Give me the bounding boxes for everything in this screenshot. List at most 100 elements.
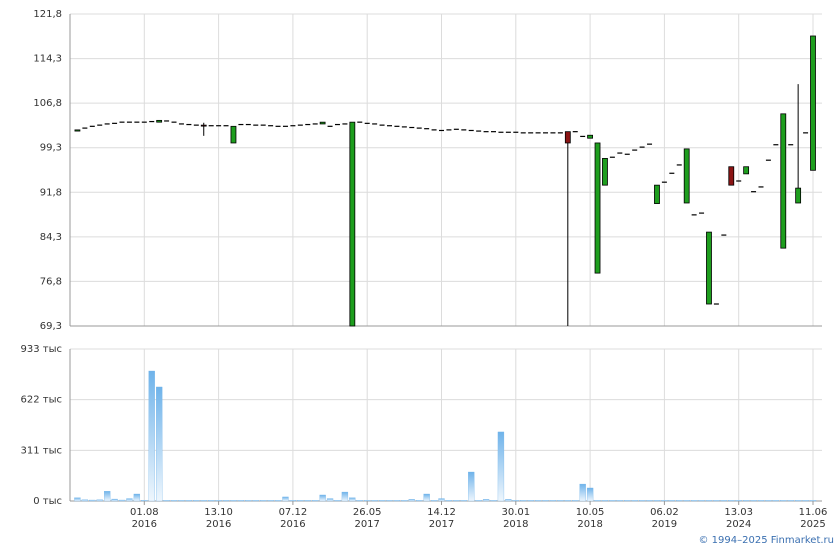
y-tick-label: 0 тыс bbox=[33, 496, 62, 507]
volume-bar bbox=[364, 500, 371, 502]
volume-bar bbox=[609, 500, 616, 502]
volume-bar bbox=[371, 500, 378, 502]
volume-bar bbox=[542, 500, 549, 502]
volume-bar bbox=[557, 500, 564, 502]
volume-bar bbox=[594, 500, 601, 502]
volume-bar bbox=[319, 494, 326, 502]
volume-bar bbox=[631, 500, 638, 502]
volume-bar bbox=[252, 500, 259, 502]
volume-bar bbox=[460, 500, 467, 502]
x-tick-label: 07.12 2016 bbox=[278, 507, 308, 530]
volume-bar bbox=[237, 500, 245, 502]
volume-bar bbox=[401, 500, 408, 502]
volume-bar bbox=[297, 500, 304, 502]
volume-bar bbox=[156, 386, 163, 502]
candle-body bbox=[728, 166, 735, 186]
volume-bar bbox=[282, 496, 289, 502]
volume-bar bbox=[794, 500, 802, 502]
volume-bar bbox=[750, 500, 757, 502]
volume-bar bbox=[445, 500, 453, 502]
volume-bar bbox=[312, 500, 319, 502]
volume-bar bbox=[89, 499, 96, 502]
volume-bar bbox=[601, 500, 609, 502]
x-tick-label: 01.08 2016 bbox=[129, 507, 159, 530]
volume-bar bbox=[728, 500, 735, 502]
y-tick-label: 99,3 bbox=[40, 143, 62, 154]
volume-bar bbox=[386, 500, 393, 502]
volume-bar bbox=[683, 500, 690, 502]
copyright: © 1994–2025 Finmarket.ru bbox=[698, 535, 834, 546]
y-tick-label: 76,8 bbox=[40, 276, 62, 287]
candle-body bbox=[743, 166, 750, 175]
volume-bar bbox=[81, 499, 89, 502]
x-tick-label: 10.05 2018 bbox=[575, 507, 605, 530]
candle-body bbox=[780, 113, 787, 249]
volume-bar bbox=[141, 500, 148, 502]
y-tick-label: 91,8 bbox=[40, 187, 62, 198]
volume-bar bbox=[133, 493, 141, 502]
candle-body bbox=[810, 35, 816, 171]
volume-bar bbox=[170, 500, 178, 502]
volume-bar bbox=[74, 497, 81, 502]
volume-bar bbox=[230, 500, 237, 502]
volume-bar bbox=[668, 500, 675, 502]
volume-bar bbox=[126, 498, 133, 502]
candle-body bbox=[594, 142, 601, 274]
volume-bar bbox=[438, 498, 445, 502]
y-tick-label: 69,3 bbox=[40, 321, 62, 332]
volume-bar bbox=[653, 500, 661, 502]
volume-bar bbox=[274, 500, 282, 502]
volume-bar bbox=[423, 493, 430, 502]
volume-bar bbox=[416, 500, 423, 502]
volume-bar bbox=[735, 500, 742, 502]
volume-bar bbox=[193, 500, 200, 502]
volume-bar bbox=[356, 500, 363, 502]
volume-bar bbox=[222, 500, 230, 502]
volume-bar bbox=[698, 500, 705, 502]
volume-bar bbox=[267, 500, 274, 502]
x-tick-label: 11.06 2025 bbox=[798, 507, 828, 530]
volume-bar bbox=[408, 499, 415, 502]
volume-bar bbox=[490, 500, 497, 502]
candle-body bbox=[319, 121, 326, 125]
candle-body bbox=[564, 131, 571, 144]
volume-bar bbox=[96, 499, 103, 502]
volume-bar bbox=[690, 500, 698, 502]
y-tick-label: 114,3 bbox=[33, 54, 62, 65]
volume-bar bbox=[453, 500, 460, 502]
x-tick-label: 14.12 2017 bbox=[427, 507, 456, 530]
volume-bar bbox=[393, 500, 401, 502]
volume-bar bbox=[809, 500, 817, 502]
volume-bar bbox=[520, 500, 527, 502]
volume-bar bbox=[616, 500, 623, 502]
volume-bar bbox=[579, 483, 586, 502]
candle-body bbox=[795, 187, 802, 204]
volume-bar bbox=[468, 471, 475, 502]
volume-bar bbox=[549, 500, 557, 502]
x-tick-label: 13.10 2016 bbox=[204, 507, 233, 530]
y-tick-label: 84,3 bbox=[40, 232, 62, 243]
volume-bar bbox=[661, 500, 668, 502]
y-tick-label: 622 тыс bbox=[21, 395, 62, 406]
volume-bar bbox=[475, 500, 482, 502]
volume-bar bbox=[534, 500, 542, 502]
volume-bar bbox=[245, 500, 252, 502]
candle-body bbox=[602, 158, 608, 186]
volume-bar bbox=[482, 499, 490, 502]
volume-bar bbox=[742, 500, 750, 502]
volume-bar bbox=[586, 487, 594, 502]
x-tick-label: 13.03 2024 bbox=[724, 507, 753, 530]
candle-body bbox=[706, 231, 712, 305]
volume-bar bbox=[572, 500, 579, 502]
volume-bar bbox=[111, 498, 118, 502]
volume-bar bbox=[624, 500, 631, 502]
candle-body bbox=[200, 124, 207, 127]
volume-bar bbox=[289, 500, 297, 502]
volume-bar bbox=[148, 370, 155, 502]
volume-bar bbox=[505, 499, 512, 502]
volume-bar bbox=[564, 500, 571, 502]
volume-bar bbox=[215, 500, 222, 502]
volume-bar bbox=[341, 491, 349, 502]
